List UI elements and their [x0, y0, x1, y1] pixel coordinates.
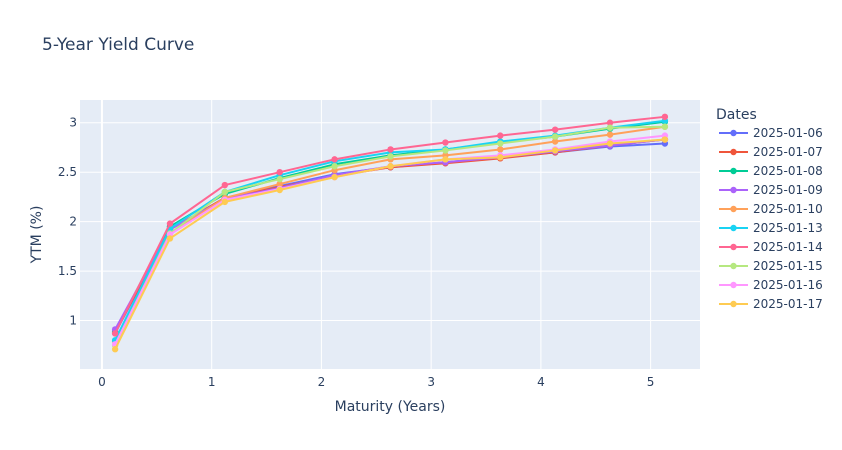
legend-item[interactable]: 2025-01-07	[719, 145, 823, 159]
data-point	[111, 330, 119, 337]
legend[interactable]: 2025-01-06 2025-01-07 2025-01-08 2025-01-09…	[719, 126, 823, 311]
x-tick-label: 2	[318, 375, 326, 389]
x-tick-label: 5	[647, 375, 655, 389]
data-point	[276, 168, 283, 176]
y-tick-label: 3	[69, 116, 77, 130]
legend-marker	[730, 300, 737, 308]
y-tick-label: 2	[69, 215, 77, 229]
legend-item[interactable]: 2025-01-09	[719, 183, 823, 197]
y-axis-ticks: 1 1.5 2 2.5 3	[58, 116, 77, 328]
series-2025-01-14	[111, 113, 669, 337]
x-tick-label: 3	[427, 375, 435, 389]
data-point	[661, 123, 669, 130]
data-point	[442, 139, 449, 146]
legend-label: 2025-01-06	[753, 126, 823, 140]
data-point	[387, 163, 394, 170]
legend-marker	[730, 281, 737, 289]
legend-marker	[730, 129, 737, 137]
data-point	[497, 146, 504, 153]
legend-marker	[730, 167, 737, 175]
data-point	[276, 186, 283, 194]
data-point	[276, 175, 283, 183]
legend-label: 2025-01-10	[753, 202, 823, 216]
legend-item[interactable]: 2025-01-06	[719, 126, 823, 140]
chart-title: 5-Year Yield Curve	[42, 35, 194, 55]
y-tick-label: 1	[69, 314, 77, 328]
legend-item[interactable]: 2025-01-13	[719, 221, 823, 235]
legend-label: 2025-01-08	[753, 164, 823, 178]
legend-label: 2025-01-09	[753, 183, 823, 197]
legend-item[interactable]: 2025-01-17	[719, 297, 823, 311]
legend-item[interactable]: 2025-01-16	[719, 278, 823, 292]
data-point	[221, 188, 229, 196]
data-point	[551, 126, 559, 133]
y-tick-label: 2.5	[58, 165, 77, 179]
data-point	[551, 147, 559, 154]
legend-label: 2025-01-17	[753, 297, 823, 311]
x-tick-label: 4	[537, 375, 545, 389]
data-point	[606, 131, 614, 138]
data-point	[497, 154, 504, 161]
series-group	[111, 113, 669, 353]
legend-label: 2025-01-16	[753, 278, 823, 292]
legend-label: 2025-01-14	[753, 240, 823, 254]
legend-marker	[730, 148, 737, 156]
legend-title: Dates	[716, 107, 757, 123]
legend-item[interactable]: 2025-01-14	[719, 240, 823, 254]
legend-item[interactable]: 2025-01-15	[719, 259, 823, 273]
x-axis-title: Maturity (Years)	[335, 399, 446, 415]
data-point	[551, 133, 559, 140]
x-tick-label: 0	[98, 375, 106, 389]
legend-marker	[730, 224, 737, 232]
data-point	[276, 180, 283, 188]
data-point	[331, 163, 338, 170]
data-point	[221, 198, 229, 206]
legend-marker	[730, 205, 737, 213]
legend-marker	[730, 262, 737, 270]
legend-marker	[730, 243, 737, 251]
data-point	[661, 136, 669, 143]
data-point	[442, 147, 449, 154]
y-axis-title: YTM (%)	[29, 206, 45, 265]
data-point	[606, 140, 614, 147]
data-point	[387, 153, 394, 160]
data-point	[331, 156, 338, 163]
data-point	[661, 113, 669, 121]
legend-label: 2025-01-13	[753, 221, 823, 235]
data-point	[166, 235, 174, 242]
data-point	[606, 119, 614, 126]
data-point	[111, 346, 119, 353]
data-point	[442, 156, 449, 163]
legend-item[interactable]: 2025-01-10	[719, 202, 823, 216]
data-point	[606, 124, 614, 131]
x-axis-ticks: 0 1 2 3 4 5	[98, 375, 654, 389]
data-point	[387, 146, 394, 153]
legend-label: 2025-01-07	[753, 145, 823, 159]
legend-item[interactable]: 2025-01-08	[719, 164, 823, 178]
legend-marker	[730, 186, 737, 194]
legend-label: 2025-01-15	[753, 259, 823, 273]
x-tick-label: 1	[208, 375, 216, 389]
data-point	[551, 138, 559, 145]
y-tick-label: 1.5	[58, 264, 77, 278]
series-2025-01-17	[111, 136, 669, 353]
data-point	[497, 140, 504, 147]
data-point	[497, 132, 504, 139]
data-point	[331, 173, 338, 181]
data-point	[221, 181, 229, 189]
data-point	[166, 220, 174, 227]
